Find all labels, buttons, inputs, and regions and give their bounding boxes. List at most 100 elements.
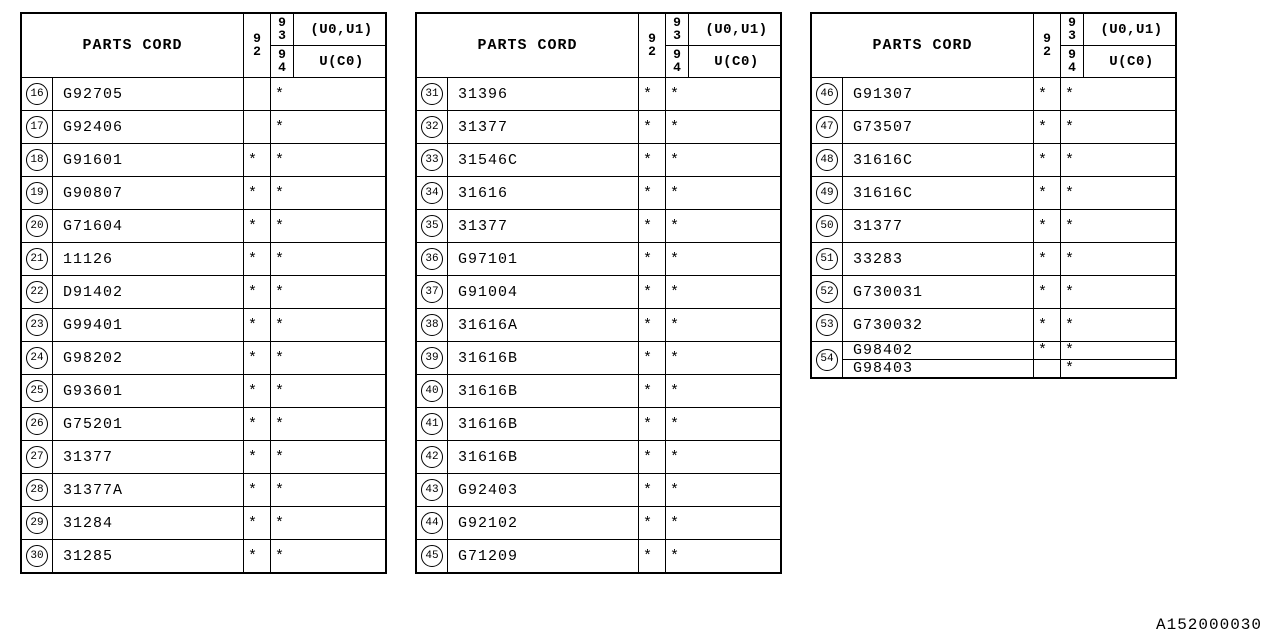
part-code: 31546C (448, 144, 639, 177)
row-index: 44 (416, 507, 448, 540)
part-code: G730032 (843, 309, 1034, 342)
table-row: 4931616C** (811, 177, 1176, 210)
header-col-9394: 93(U0,U1)94U(C0) (1061, 13, 1177, 78)
col-92-mark: * (639, 342, 666, 375)
col-92-mark: * (639, 507, 666, 540)
part-code: 31616B (448, 375, 639, 408)
col-9394-mark: * (666, 276, 782, 309)
row-index: 54 (811, 342, 843, 379)
col-92-mark: * (244, 144, 271, 177)
row-index: 29 (21, 507, 53, 540)
col-92-mark: * (244, 375, 271, 408)
row-index: 36 (416, 243, 448, 276)
part-code: 31377 (448, 111, 639, 144)
col-92-mark: * (244, 408, 271, 441)
col-9394-mark: * (666, 309, 782, 342)
header-parts-cord: PARTS CORD (21, 13, 244, 78)
row-index: 50 (811, 210, 843, 243)
part-code: G98202 (53, 342, 244, 375)
part-code: 31616 (448, 177, 639, 210)
table-row: 26G75201** (21, 408, 386, 441)
col-92-mark: * (244, 276, 271, 309)
table-row: G98403 * (811, 360, 1176, 379)
table-row: 3031285** (21, 540, 386, 574)
part-code: G98403 (843, 360, 1034, 379)
col-92-mark: * (1034, 111, 1061, 144)
row-index: 35 (416, 210, 448, 243)
part-code: 31284 (53, 507, 244, 540)
col-9394-mark: * (1061, 276, 1177, 309)
row-index: 26 (21, 408, 53, 441)
row-index: 51 (811, 243, 843, 276)
row-index: 46 (811, 78, 843, 111)
col-92-mark: * (639, 441, 666, 474)
part-code: G730031 (843, 276, 1034, 309)
col-9394-mark: * (271, 177, 387, 210)
col-92-mark: * (639, 177, 666, 210)
col-9394-mark: * (1061, 243, 1177, 276)
part-code: 31396 (448, 78, 639, 111)
row-index: 47 (811, 111, 843, 144)
col-9394-mark: * (666, 408, 782, 441)
col-9394-mark: * (1061, 177, 1177, 210)
table-row: 18G91601** (21, 144, 386, 177)
col-9394-mark: * (271, 408, 387, 441)
col-9394-mark: * (666, 540, 782, 574)
col-9394-mark: * (271, 375, 387, 408)
col-92-mark: * (1034, 342, 1061, 360)
row-index: 41 (416, 408, 448, 441)
col-9394-mark: * (271, 342, 387, 375)
row-index: 37 (416, 276, 448, 309)
row-index: 16 (21, 78, 53, 111)
table-row: 2831377A** (21, 474, 386, 507)
row-index: 42 (416, 441, 448, 474)
header-col-92: 92 (1034, 13, 1061, 78)
col-92-mark: * (639, 111, 666, 144)
part-code: 33283 (843, 243, 1034, 276)
table-row: 2931284** (21, 507, 386, 540)
parts-table: PARTS CORD9293(U0,U1)94U(C0)3131396**323… (415, 12, 782, 574)
header-col-92: 92 (639, 13, 666, 78)
parts-table: PARTS CORD9293(U0,U1)94U(C0)46G91307**47… (810, 12, 1177, 379)
row-index: 43 (416, 474, 448, 507)
header-parts-cord: PARTS CORD (811, 13, 1034, 78)
col-92-mark: * (639, 144, 666, 177)
row-index: 28 (21, 474, 53, 507)
row-index: 20 (21, 210, 53, 243)
row-index: 18 (21, 144, 53, 177)
table-row: 4231616B** (416, 441, 781, 474)
col-9394-mark: * (271, 507, 387, 540)
table-row: 3531377** (416, 210, 781, 243)
table-row: 54G98402** (811, 342, 1176, 360)
col-92-mark: * (1034, 276, 1061, 309)
part-code: G71604 (53, 210, 244, 243)
part-code: 31377 (448, 210, 639, 243)
table-row: 47G73507** (811, 111, 1176, 144)
col-9394-mark: * (1061, 309, 1177, 342)
col-92-mark: * (244, 342, 271, 375)
col-92-mark: * (639, 375, 666, 408)
row-index: 48 (811, 144, 843, 177)
table-row: 36G97101** (416, 243, 781, 276)
part-code: 31616B (448, 441, 639, 474)
row-index: 23 (21, 309, 53, 342)
row-index: 52 (811, 276, 843, 309)
part-code: 31616B (448, 342, 639, 375)
row-index: 21 (21, 243, 53, 276)
col-92-mark: * (1034, 210, 1061, 243)
col-92-mark (1034, 360, 1061, 379)
table-row: 3331546C** (416, 144, 781, 177)
table-row: 53G730032** (811, 309, 1176, 342)
table-row: 43G92403** (416, 474, 781, 507)
header-parts-cord: PARTS CORD (416, 13, 639, 78)
col-9394-mark: * (271, 276, 387, 309)
table-row: 5133283** (811, 243, 1176, 276)
part-code: 11126 (53, 243, 244, 276)
col-9394-mark: * (666, 441, 782, 474)
col-9394-mark: * (1061, 360, 1177, 379)
table-row: 44G92102** (416, 507, 781, 540)
col-92-mark: * (244, 309, 271, 342)
col-9394-mark: * (666, 474, 782, 507)
parts-table: PARTS CORD9293(U0,U1)94U(C0)16G92705*17G… (20, 12, 387, 574)
col-92-mark: * (1034, 309, 1061, 342)
